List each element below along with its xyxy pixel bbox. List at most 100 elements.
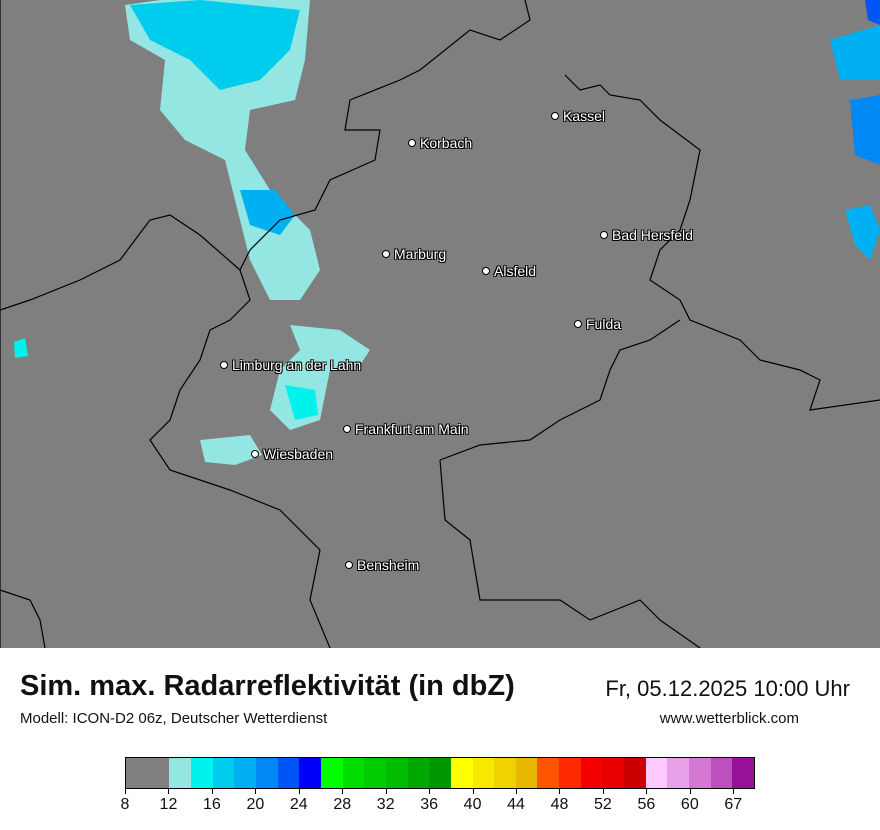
border-southwest — [0, 589, 46, 648]
city-marker-icon — [600, 231, 608, 239]
legend-tick-label: 8 — [120, 796, 130, 813]
legend-tick — [125, 789, 126, 794]
legend-segment-18 — [234, 758, 256, 788]
legend-segment-34 — [407, 758, 430, 788]
city-kassel: Kassel — [551, 108, 605, 124]
city-marburg: Marburg — [382, 246, 447, 262]
legend-segment-38 — [450, 758, 473, 788]
legend-segment-60 — [689, 758, 711, 788]
legend-tick-label: 60 — [680, 796, 699, 813]
city-bad-hersfeld: Bad Hersfeld — [600, 227, 693, 243]
city-label: Marburg — [394, 246, 447, 262]
legend-tick-label: 40 — [463, 796, 482, 813]
legend-tick — [689, 789, 691, 794]
legend-segment-48 — [559, 758, 581, 788]
legend-segment-44 — [515, 758, 538, 788]
legend-segment-54 — [624, 758, 646, 788]
legend-tick-label: 20 — [246, 796, 265, 813]
legend-segment-62 — [710, 758, 733, 788]
legend-tick — [733, 789, 735, 794]
legend-tick — [472, 789, 474, 794]
city-bensheim: Bensheim — [345, 557, 420, 573]
legend-tick — [559, 789, 561, 794]
legend-segment-64 — [732, 758, 755, 788]
city-limburg: Limburg an der Lahn — [220, 357, 362, 373]
legend-segment-8 — [126, 758, 170, 788]
border-hesse-south — [439, 319, 681, 461]
city-wiesbaden: Wiesbaden — [251, 446, 334, 462]
legend-segment-20 — [255, 758, 278, 788]
city-label: Bad Hersfeld — [612, 227, 693, 243]
precip-area-east3 — [845, 205, 880, 260]
legend-tick-label: 28 — [333, 796, 352, 813]
city-marker-icon — [408, 139, 416, 147]
city-marker-icon — [251, 450, 259, 458]
border-hesse-west — [0, 214, 331, 648]
city-marker-icon — [382, 250, 390, 258]
legend-segment-24 — [299, 758, 321, 788]
city-marker-icon — [482, 267, 490, 275]
legend-segment-30 — [364, 758, 386, 788]
city-label: Fulda — [586, 316, 622, 332]
city-label: Limburg an der Lahn — [232, 357, 362, 373]
legend-segment-32 — [385, 758, 408, 788]
legend-segment-16 — [212, 758, 235, 788]
city-label: Bensheim — [357, 557, 420, 573]
legend-tick — [602, 789, 604, 794]
legend-tick-label: 44 — [507, 796, 525, 813]
state-borders — [0, 0, 880, 648]
model-source: Modell: ICON-D2 06z, Deutscher Wetterdie… — [20, 710, 328, 727]
legend-segment-42 — [494, 758, 516, 788]
legend-tick-label: 67 — [724, 796, 743, 813]
city-label: Alsfeld — [494, 263, 537, 279]
city-label: Korbach — [420, 135, 473, 151]
legend-tick-label: 12 — [159, 796, 178, 813]
color-legend-bar — [125, 757, 755, 789]
legend-tick — [429, 789, 431, 794]
legend-segment-26 — [320, 758, 343, 788]
precip-area-north-core — [130, 0, 300, 90]
legend-tick — [646, 789, 648, 794]
website-label: www.wetterblick.com — [659, 710, 799, 727]
legend-tick — [385, 789, 387, 794]
city-fulda: Fulda — [574, 316, 622, 332]
legend-segment-56 — [645, 758, 668, 788]
city-marker-icon — [551, 112, 559, 120]
legend-tick — [298, 789, 300, 794]
precipitation-areas — [14, 0, 880, 465]
color-legend-ticks: 8 12 16 20 24 28 32 36 40 44 48 52 56 60 67 — [121, 789, 755, 819]
legend-tick — [255, 789, 257, 794]
city-label: Wiesbaden — [263, 446, 334, 462]
legend-segment-22 — [277, 758, 300, 788]
legend-tick — [211, 789, 213, 794]
border-hesse-north — [239, 0, 531, 271]
legend-tick — [516, 789, 518, 794]
legend-tick — [342, 789, 344, 794]
precip-area-core2 — [240, 190, 295, 235]
map-title: Sim. max. Radarreflektivität (in dbZ) — [20, 670, 515, 702]
precip-area-east0 — [865, 0, 880, 25]
legend-segment-46 — [537, 758, 560, 788]
legend-segment-40 — [472, 758, 495, 788]
legend-segment-12 — [169, 758, 191, 788]
border-hesse-northeast — [564, 74, 880, 411]
border-south-east — [439, 459, 701, 648]
legend-tick-label: 32 — [376, 796, 395, 813]
legend-tick — [168, 789, 170, 794]
legend-tick-label: 56 — [637, 796, 656, 813]
radar-map: Kassel Korbach Bad Hersfeld Marburg Alsf… — [0, 0, 880, 648]
legend-tick-label: 48 — [550, 796, 569, 813]
city-label: Frankfurt am Main — [355, 421, 469, 437]
legend-segment-52 — [602, 758, 625, 788]
city-korbach: Korbach — [408, 135, 473, 151]
legend-tick-label: 24 — [289, 796, 308, 813]
legend-segment-50 — [580, 758, 603, 788]
legend-segment-14 — [190, 758, 213, 788]
legend-segment-58 — [667, 758, 690, 788]
legend-segment-36 — [429, 758, 451, 788]
legend-tick-label: 52 — [594, 796, 612, 813]
forecast-datetime: Fr, 05.12.2025 10:00 Uhr — [605, 676, 850, 701]
legend-tick-label: 16 — [202, 796, 221, 813]
precip-area-east2 — [850, 95, 880, 165]
map-layer — [0, 0, 880, 648]
